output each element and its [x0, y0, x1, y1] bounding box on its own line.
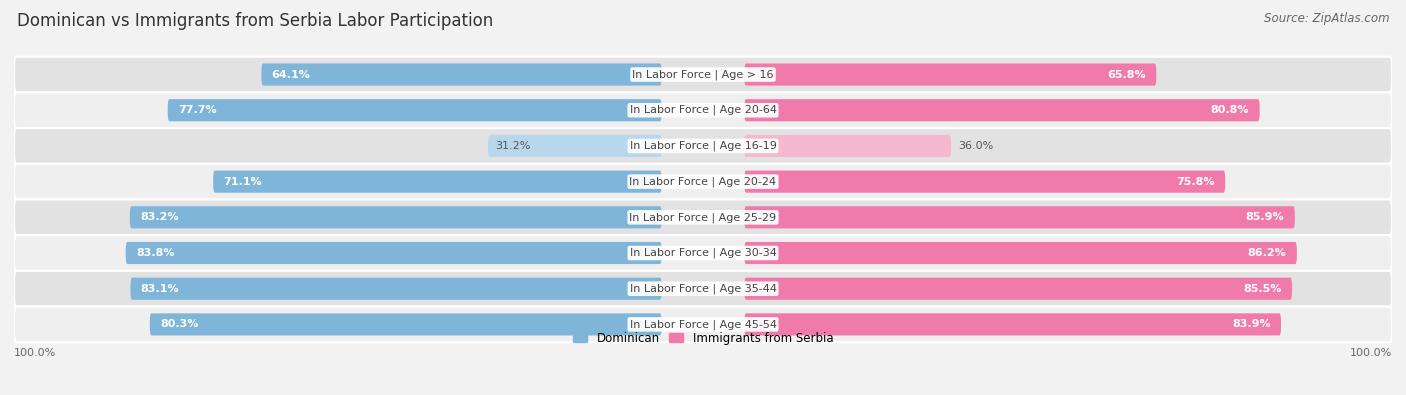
Text: 80.3%: 80.3% — [160, 320, 198, 329]
FancyBboxPatch shape — [744, 278, 1292, 300]
Text: In Labor Force | Age 16-19: In Labor Force | Age 16-19 — [630, 141, 776, 151]
Text: In Labor Force | Age 20-64: In Labor Force | Age 20-64 — [630, 105, 776, 115]
FancyBboxPatch shape — [744, 64, 1156, 86]
Text: In Labor Force | Age 45-54: In Labor Force | Age 45-54 — [630, 319, 776, 330]
FancyBboxPatch shape — [14, 57, 1392, 92]
FancyBboxPatch shape — [14, 164, 1392, 199]
FancyBboxPatch shape — [14, 235, 1392, 271]
FancyBboxPatch shape — [14, 128, 1392, 164]
Text: Source: ZipAtlas.com: Source: ZipAtlas.com — [1264, 12, 1389, 25]
Text: 36.0%: 36.0% — [957, 141, 993, 151]
Text: 100.0%: 100.0% — [1350, 348, 1392, 357]
FancyBboxPatch shape — [744, 242, 1296, 264]
FancyBboxPatch shape — [744, 206, 1295, 228]
Text: 83.2%: 83.2% — [141, 213, 179, 222]
FancyBboxPatch shape — [129, 206, 662, 228]
Text: 77.7%: 77.7% — [179, 105, 217, 115]
Text: 85.9%: 85.9% — [1246, 213, 1285, 222]
Legend: Dominican, Immigrants from Serbia: Dominican, Immigrants from Serbia — [572, 332, 834, 345]
Text: 65.8%: 65.8% — [1108, 70, 1146, 79]
FancyBboxPatch shape — [214, 171, 662, 193]
FancyBboxPatch shape — [14, 271, 1392, 307]
Text: In Labor Force | Age 30-34: In Labor Force | Age 30-34 — [630, 248, 776, 258]
FancyBboxPatch shape — [125, 242, 662, 264]
Text: 86.2%: 86.2% — [1247, 248, 1286, 258]
Text: In Labor Force | Age > 16: In Labor Force | Age > 16 — [633, 69, 773, 80]
Text: 100.0%: 100.0% — [14, 348, 56, 357]
FancyBboxPatch shape — [744, 135, 950, 157]
Text: 83.8%: 83.8% — [136, 248, 174, 258]
FancyBboxPatch shape — [744, 313, 1281, 335]
Text: 83.1%: 83.1% — [141, 284, 180, 294]
Text: In Labor Force | Age 20-24: In Labor Force | Age 20-24 — [630, 177, 776, 187]
Text: 83.9%: 83.9% — [1232, 320, 1271, 329]
FancyBboxPatch shape — [14, 92, 1392, 128]
FancyBboxPatch shape — [744, 99, 1260, 121]
Text: 71.1%: 71.1% — [224, 177, 262, 186]
Text: Dominican vs Immigrants from Serbia Labor Participation: Dominican vs Immigrants from Serbia Labo… — [17, 12, 494, 30]
Text: In Labor Force | Age 25-29: In Labor Force | Age 25-29 — [630, 212, 776, 222]
Text: 31.2%: 31.2% — [495, 141, 530, 151]
Text: In Labor Force | Age 35-44: In Labor Force | Age 35-44 — [630, 284, 776, 294]
FancyBboxPatch shape — [150, 313, 662, 335]
FancyBboxPatch shape — [14, 307, 1392, 342]
FancyBboxPatch shape — [262, 64, 662, 86]
FancyBboxPatch shape — [488, 135, 662, 157]
FancyBboxPatch shape — [131, 278, 662, 300]
FancyBboxPatch shape — [744, 171, 1225, 193]
Text: 85.5%: 85.5% — [1243, 284, 1282, 294]
Text: 64.1%: 64.1% — [271, 70, 311, 79]
Text: 80.8%: 80.8% — [1211, 105, 1250, 115]
Text: 75.8%: 75.8% — [1177, 177, 1215, 186]
FancyBboxPatch shape — [167, 99, 662, 121]
FancyBboxPatch shape — [14, 199, 1392, 235]
